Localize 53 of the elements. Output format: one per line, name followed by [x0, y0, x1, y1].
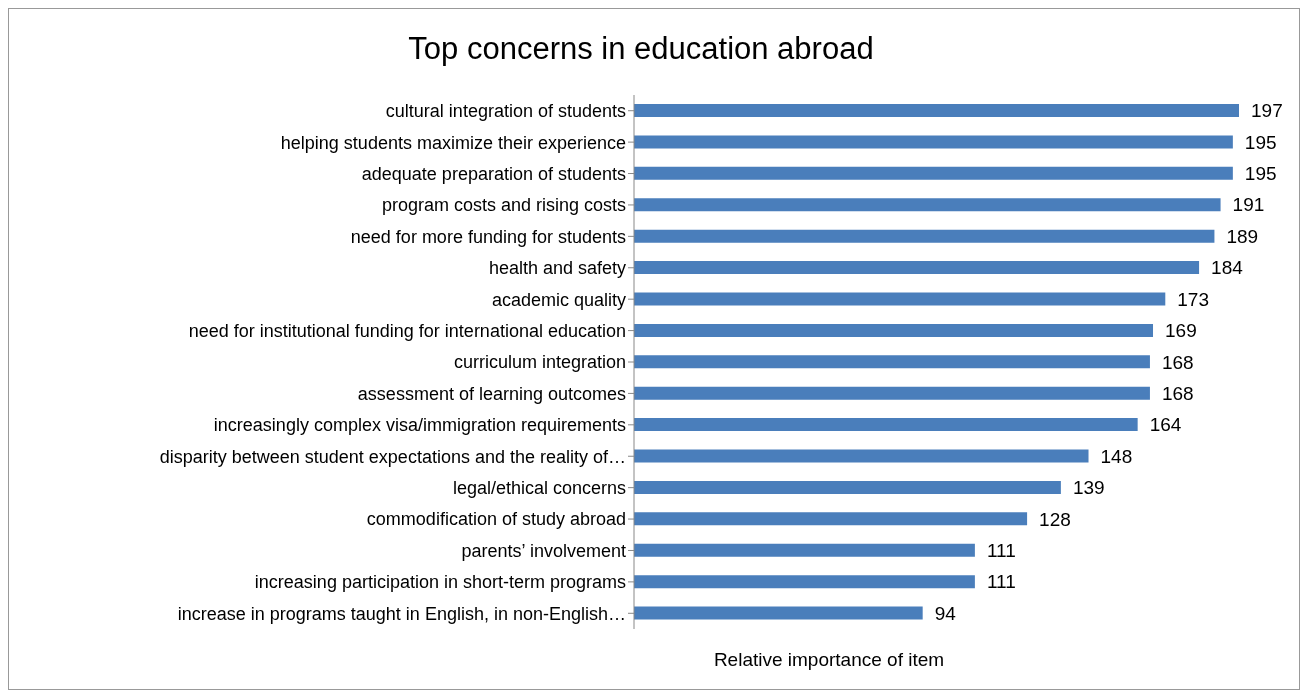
y-tick-label: helping students maximize their experience: [280, 132, 626, 153]
y-tick-label: adequate preparation of students: [361, 163, 626, 184]
y-tick-label: need for more funding for students: [350, 226, 626, 247]
bar: [634, 135, 1233, 149]
x-axis-title: Relative importance of item: [712, 649, 946, 671]
data-label: 139: [1072, 477, 1105, 499]
y-tick-label: increasingly complex visa/immigration requirements: [213, 415, 626, 436]
data-label: 128: [1039, 508, 1071, 530]
bar: [634, 229, 1215, 243]
data-label: 195: [1244, 163, 1277, 185]
y-tick-label: program costs and rising costs: [381, 195, 626, 216]
y-tick-label: academic quality: [491, 289, 626, 310]
bar: [634, 418, 1138, 432]
bar: [634, 292, 1166, 306]
data-label: 111: [986, 540, 1016, 562]
y-tick-label: parents’ involvement: [461, 540, 626, 561]
y-tick-label: legal/ethical concerns: [452, 478, 626, 499]
y-tick-label: health and safety: [488, 258, 626, 279]
bar: [634, 480, 1061, 494]
bar: [634, 386, 1150, 400]
y-tick-label: cultural integration of students: [385, 101, 626, 122]
bar: [634, 166, 1233, 180]
y-tick-label: need for institutional funding for international education: [188, 320, 626, 341]
bar: [634, 575, 975, 589]
data-label: 184: [1211, 257, 1244, 279]
bar: [634, 261, 1200, 275]
y-tick-label: assessment of learning outcomes: [357, 383, 626, 404]
bar: [634, 449, 1089, 463]
chart-title: Top concerns in education abroad: [407, 31, 875, 67]
data-label: 197: [1251, 100, 1283, 122]
data-label: 191: [1232, 194, 1265, 216]
bar: [634, 606, 923, 620]
data-label: 148: [1100, 445, 1133, 467]
bar: [634, 104, 1239, 117]
y-tick-label: curriculum integration: [453, 352, 626, 373]
data-label: 168: [1161, 351, 1194, 373]
data-label: 173: [1177, 288, 1209, 310]
bar: [634, 512, 1028, 526]
bar: [634, 543, 975, 557]
data-label: 169: [1165, 320, 1197, 342]
data-label: 164: [1149, 414, 1182, 436]
data-label: 168: [1161, 382, 1194, 404]
data-label: 195: [1244, 131, 1277, 153]
data-label: 111: [986, 571, 1016, 593]
data-label: 94: [934, 602, 957, 624]
bar: [634, 323, 1154, 337]
y-tick-label: increasing participation in short-term programs: [254, 572, 626, 593]
y-tick-label: disparity between student expectations and the reality of…: [159, 446, 626, 467]
data-label: 189: [1226, 225, 1259, 247]
bar: [634, 198, 1221, 212]
bar: [634, 355, 1150, 369]
y-tick-label: commodification of study abroad: [366, 509, 626, 530]
y-tick-label: increase in programs taught in English, in non-English…: [177, 603, 626, 624]
